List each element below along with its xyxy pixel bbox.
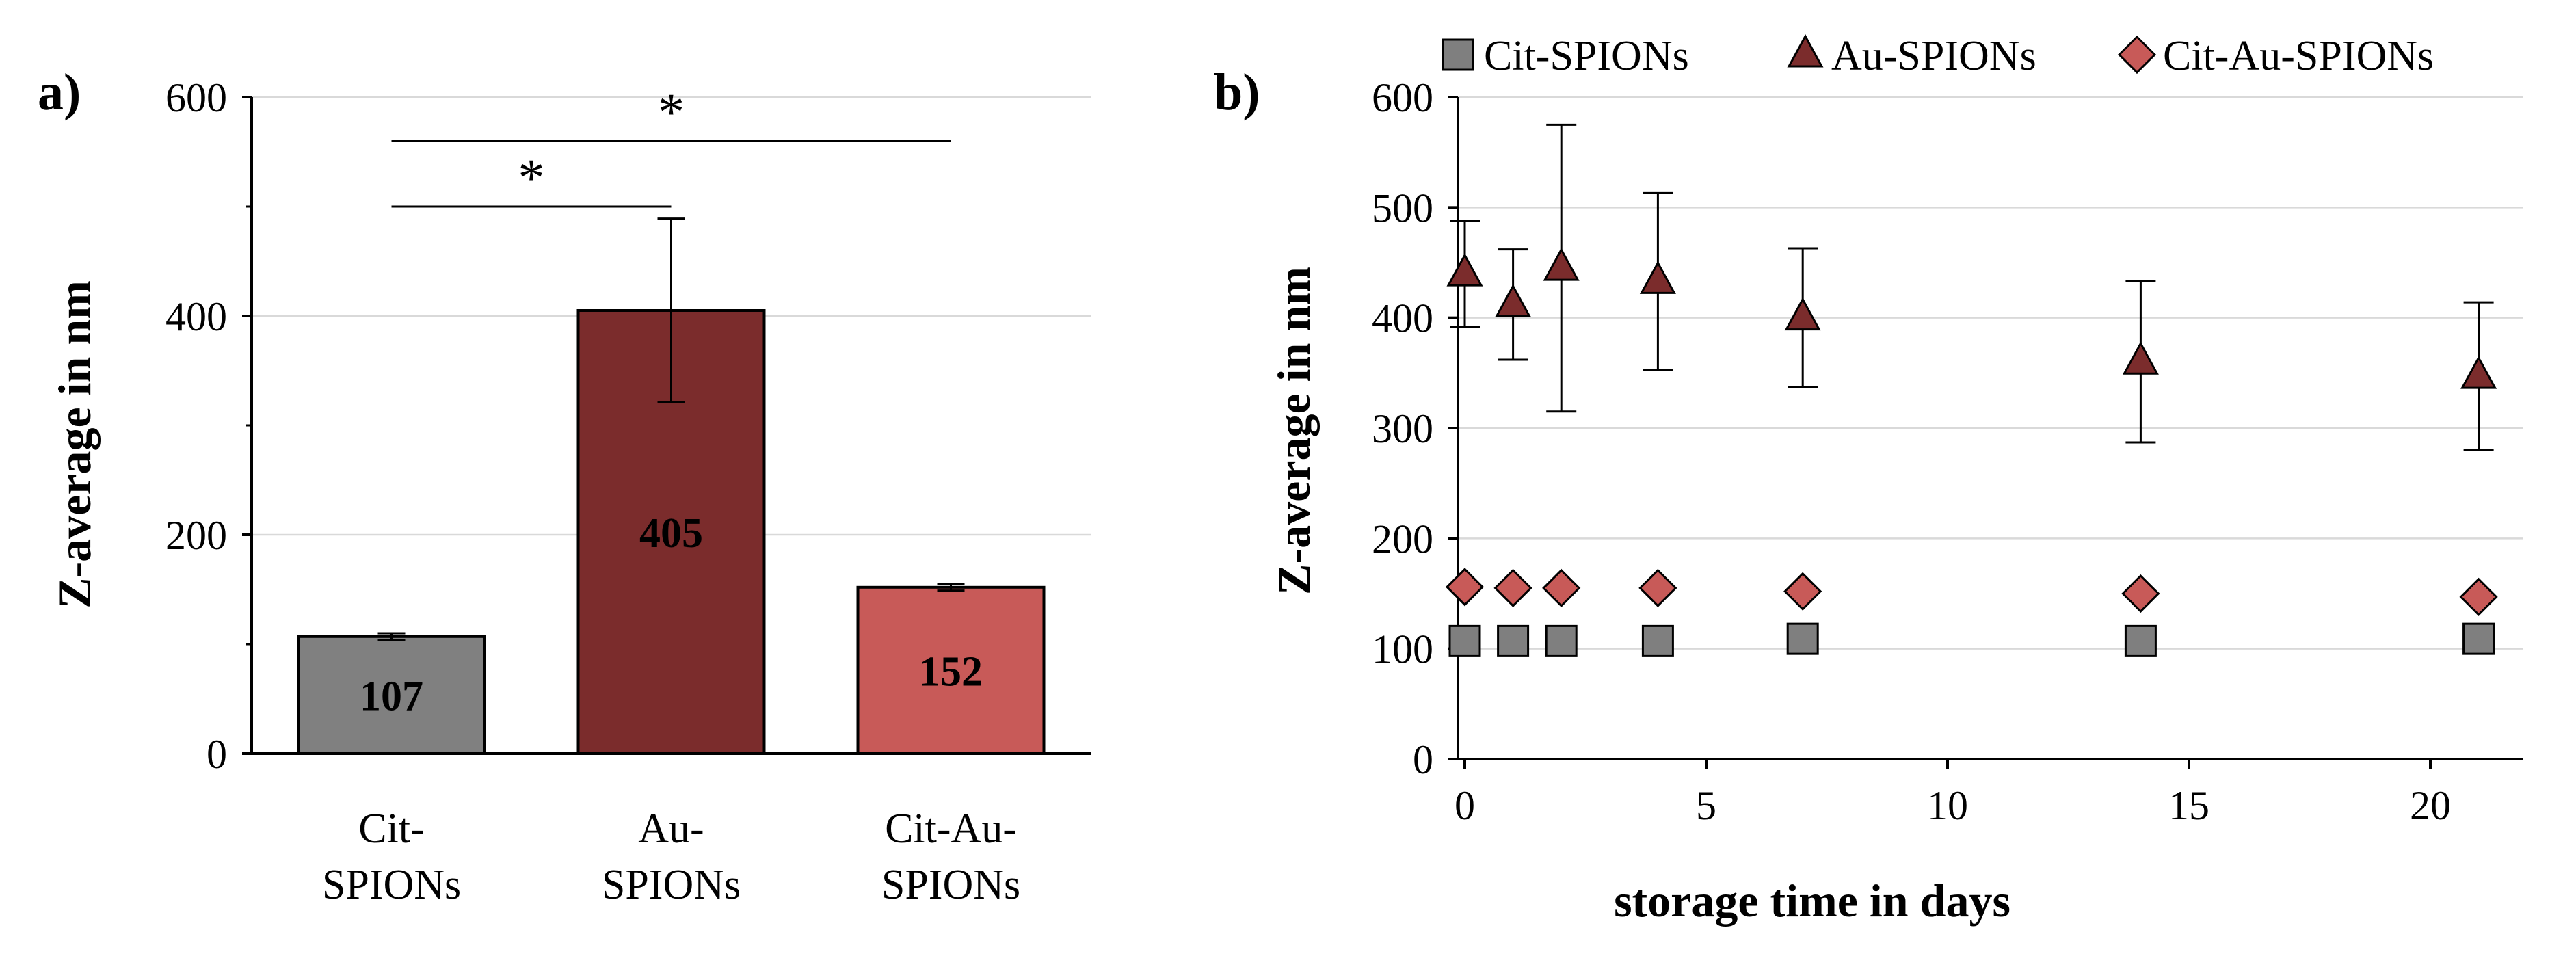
panel-a-bars xyxy=(297,217,1046,755)
y-tick-label: 0 xyxy=(1413,737,1433,782)
x-tick-label: 15 xyxy=(2168,783,2209,828)
category-label: Cit-Au- xyxy=(885,806,1017,852)
y-tick-label: 200 xyxy=(1372,516,1433,561)
panel-a-bar-chart: a) Z-average in nm ** 0200400600107Cit-S… xyxy=(38,64,1091,908)
panel-a-significance: ** xyxy=(391,82,951,208)
panel-b-gridlines xyxy=(1458,96,2523,650)
data-point xyxy=(1493,568,1532,608)
legend-marker xyxy=(1787,34,1824,68)
category-label: SPIONs xyxy=(322,862,461,908)
data-point xyxy=(1545,624,1578,657)
data-point xyxy=(1542,568,1581,608)
y-tick-label: 200 xyxy=(165,513,227,558)
panel-b-axes: 0 100 200 300 400 500 600 0 5 10 15 20 xyxy=(1372,75,2523,828)
y-tick-label: 600 xyxy=(165,75,227,120)
category-label: SPIONs xyxy=(602,862,741,908)
legend-label: Cit-Au-SPIONs xyxy=(2163,33,2434,79)
data-point xyxy=(1448,624,1481,657)
bar-value-label: 405 xyxy=(639,510,703,557)
data-point xyxy=(2122,341,2159,375)
legend-label: Cit-SPIONs xyxy=(1484,33,1689,79)
panel-b-series xyxy=(1445,123,2498,657)
data-point xyxy=(1446,253,1483,287)
category-label: Au- xyxy=(638,806,704,852)
data-point xyxy=(1784,297,1821,331)
series-cit-au-spions xyxy=(1445,568,2498,616)
data-point xyxy=(2460,356,2497,389)
bar-value-label: 107 xyxy=(360,673,423,719)
y-tick-label: 600 xyxy=(1372,75,1433,120)
y-tick-label: 400 xyxy=(165,294,227,339)
data-point xyxy=(1495,284,1532,317)
data-point xyxy=(2459,577,2498,616)
category-label: Cit- xyxy=(358,806,424,852)
panel-b-label: b) xyxy=(1214,64,1260,121)
data-point xyxy=(2462,622,2495,655)
significance-star: * xyxy=(658,82,685,142)
x-tick-label: 10 xyxy=(1927,783,1968,828)
data-point xyxy=(1638,568,1677,608)
panel-b-x-axis-title: storage time in days xyxy=(1614,875,2010,927)
y-tick-label: 500 xyxy=(1372,185,1433,230)
data-point xyxy=(1641,624,1674,657)
significance-star: * xyxy=(518,148,545,207)
data-point xyxy=(1786,622,1819,655)
y-tick-label: 100 xyxy=(1372,627,1433,672)
series-cit-spions xyxy=(1448,622,2495,657)
panel-a-axes xyxy=(242,96,1091,755)
legend-marker xyxy=(2117,35,2157,75)
panel-b-legend: Cit-SPIONs Au-SPIONs Cit-Au-SPIONs xyxy=(1442,33,2434,79)
y-tick-label: 400 xyxy=(1372,296,1433,341)
data-point xyxy=(1783,572,1822,611)
category-label: SPIONs xyxy=(881,862,1020,908)
panel-b-y-axis-title: Z-average in nm xyxy=(1268,267,1320,595)
data-point xyxy=(2124,624,2157,657)
bar-value-label: 152 xyxy=(919,648,983,695)
legend-label: Au-SPIONs xyxy=(1831,33,2036,79)
legend-marker xyxy=(1442,38,1474,71)
data-point xyxy=(1445,568,1485,607)
bar xyxy=(297,635,486,755)
data-point xyxy=(1639,261,1676,294)
panel-a-labels: 0 200 400 600 107 Cit- SPIONs 405 Au- SPIONs 152 Ci… xyxy=(165,75,1020,908)
series-au-spions xyxy=(1446,123,2497,451)
data-point xyxy=(1543,247,1580,281)
data-point xyxy=(2121,574,2160,613)
x-tick-label: 20 xyxy=(2410,783,2451,828)
panel-b-scatter-chart: b) Z-average in nm storage time in days … xyxy=(1214,33,2523,927)
panel-a-y-axis-title: Z-average in nm xyxy=(49,280,101,609)
data-point xyxy=(1497,624,1530,657)
y-tick-label: 300 xyxy=(1372,406,1433,451)
x-tick-label: 0 xyxy=(1455,783,1475,828)
panel-a-label: a) xyxy=(38,64,81,121)
y-tick-label: 0 xyxy=(207,732,227,777)
x-tick-label: 5 xyxy=(1696,783,1716,828)
